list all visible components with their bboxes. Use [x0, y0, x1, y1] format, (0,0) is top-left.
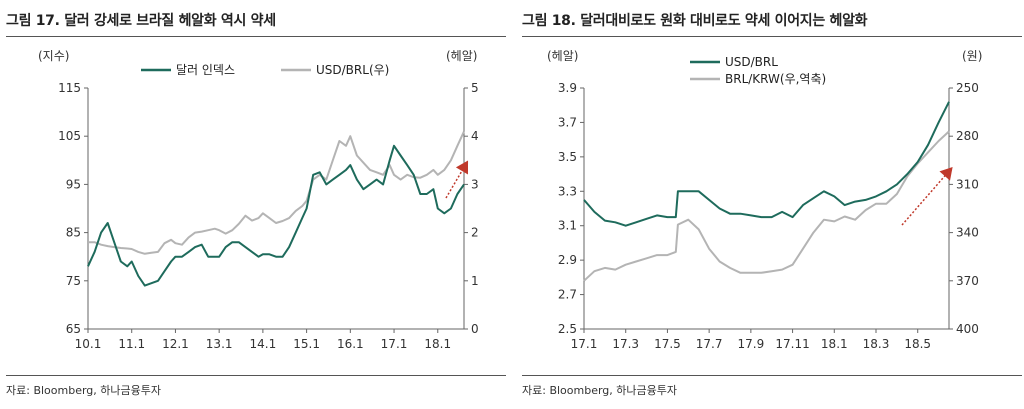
trend-arrow-head [939, 166, 953, 181]
left-axis-label: (헤알) [547, 49, 578, 63]
x-tick-label: 15.1 [293, 337, 320, 351]
left-tick-label: 95 [66, 177, 81, 191]
trend-arrow-line [901, 169, 951, 226]
series-line-primary [87, 144, 465, 287]
x-tick-label: 16.1 [337, 337, 364, 351]
legend-label: 달러 인덱스 [176, 63, 235, 77]
left-axis-label: (지수) [38, 49, 69, 63]
series-line-secondary [583, 130, 950, 282]
left-tick-label: 3.7 [558, 115, 577, 129]
x-tick-label: 14.1 [250, 337, 277, 351]
right-tick-label: 370 [956, 274, 979, 288]
left-tick-label: 3.9 [558, 81, 577, 95]
left-tick-label: 2.7 [558, 288, 577, 302]
x-tick-label: 18.1 [821, 337, 848, 351]
left-tick-label: 3.5 [558, 150, 577, 164]
trend-arrow-head [455, 160, 469, 175]
left-tick-label: 105 [58, 129, 81, 143]
x-tick-label: 18.5 [904, 337, 931, 351]
x-tick-label: 10.1 [75, 337, 102, 351]
chart-source: 자료: Bloomberg, 하나금융투자 [522, 384, 677, 397]
x-tick-label: 17.7 [696, 337, 723, 351]
chart-source: 자료: Bloomberg, 하나금융투자 [6, 384, 161, 397]
right-tick-label: 2 [471, 226, 479, 240]
source-divider [522, 375, 1022, 376]
x-tick-label: 13.1 [206, 337, 233, 351]
series-line-primary [583, 101, 950, 227]
line-chart-usdbrl-brlkrw: 2.5 2.7 2.9 3.1 3.3 3.5 3.7 3.9 400 370 340 310 280 2… [547, 49, 982, 351]
x-tick-label: 17.5 [654, 337, 681, 351]
left-tick-label: 65 [66, 322, 81, 336]
line-chart-dollar-index-usdbrl: 65 75 85 95 105 115 0 1 2 3 4 5 10.1 11.1 12.1 13.1 14.1… [38, 49, 479, 351]
x-tick-label: 11.1 [118, 337, 145, 351]
chart-title: 그림 17. 달러 강세로 브라질 헤알화 역시 약세 [6, 13, 276, 29]
right-tick-label: 310 [956, 177, 979, 191]
legend-label: USD/BRL(우) [316, 63, 389, 77]
x-tick-label: 17.9 [737, 337, 764, 351]
right-axis-label: (헤알) [446, 49, 477, 63]
left-tick-label: 2.9 [558, 253, 577, 267]
left-tick-label: 75 [66, 274, 81, 288]
right-tick-label: 4 [471, 129, 479, 143]
left-tick-label: 115 [58, 81, 81, 95]
chart-panel-dollar-index: 그림 17. 달러 강세로 브라질 헤알화 역시 약세 65 75 85 95 105 1… [6, 0, 506, 409]
right-tick-label: 250 [956, 81, 979, 95]
right-tick-label: 1 [471, 274, 479, 288]
right-tick-label: 5 [471, 81, 479, 95]
chart-title: 그림 18. 달러대비로도 원화 대비로도 약세 이어지는 헤알화 [522, 13, 868, 29]
right-tick-label: 0 [471, 322, 479, 336]
right-tick-label: 340 [956, 226, 979, 240]
left-tick-label: 3.3 [558, 184, 577, 198]
right-tick-label: 400 [956, 322, 979, 336]
legend-label: BRL/KRW(우,역축) [725, 72, 826, 86]
x-tick-label: 12.1 [162, 337, 189, 351]
left-tick-label: 3.1 [558, 219, 577, 233]
title-divider [6, 36, 506, 37]
left-tick-label: 2.5 [558, 322, 577, 336]
right-tick-label: 280 [956, 129, 979, 143]
x-tick-label: 18.1 [424, 337, 451, 351]
x-tick-label: 18.3 [863, 337, 890, 351]
chart-panel-brl: 그림 18. 달러대비로도 원화 대비로도 약세 이어지는 헤알화 2.5 2.7… [522, 0, 1022, 409]
x-tick-label: 17.1 [571, 337, 598, 351]
source-divider [6, 375, 506, 376]
left-tick-label: 85 [66, 226, 81, 240]
legend-label: USD/BRL [725, 55, 778, 69]
x-tick-label: 17.3 [612, 337, 639, 351]
right-axis-label: (원) [962, 49, 982, 63]
x-tick-label: 17.1 [381, 337, 408, 351]
right-tick-label: 3 [471, 177, 479, 191]
x-tick-label: 17.11 [775, 337, 809, 351]
title-divider [522, 36, 1022, 37]
series-line-secondary [88, 130, 465, 255]
